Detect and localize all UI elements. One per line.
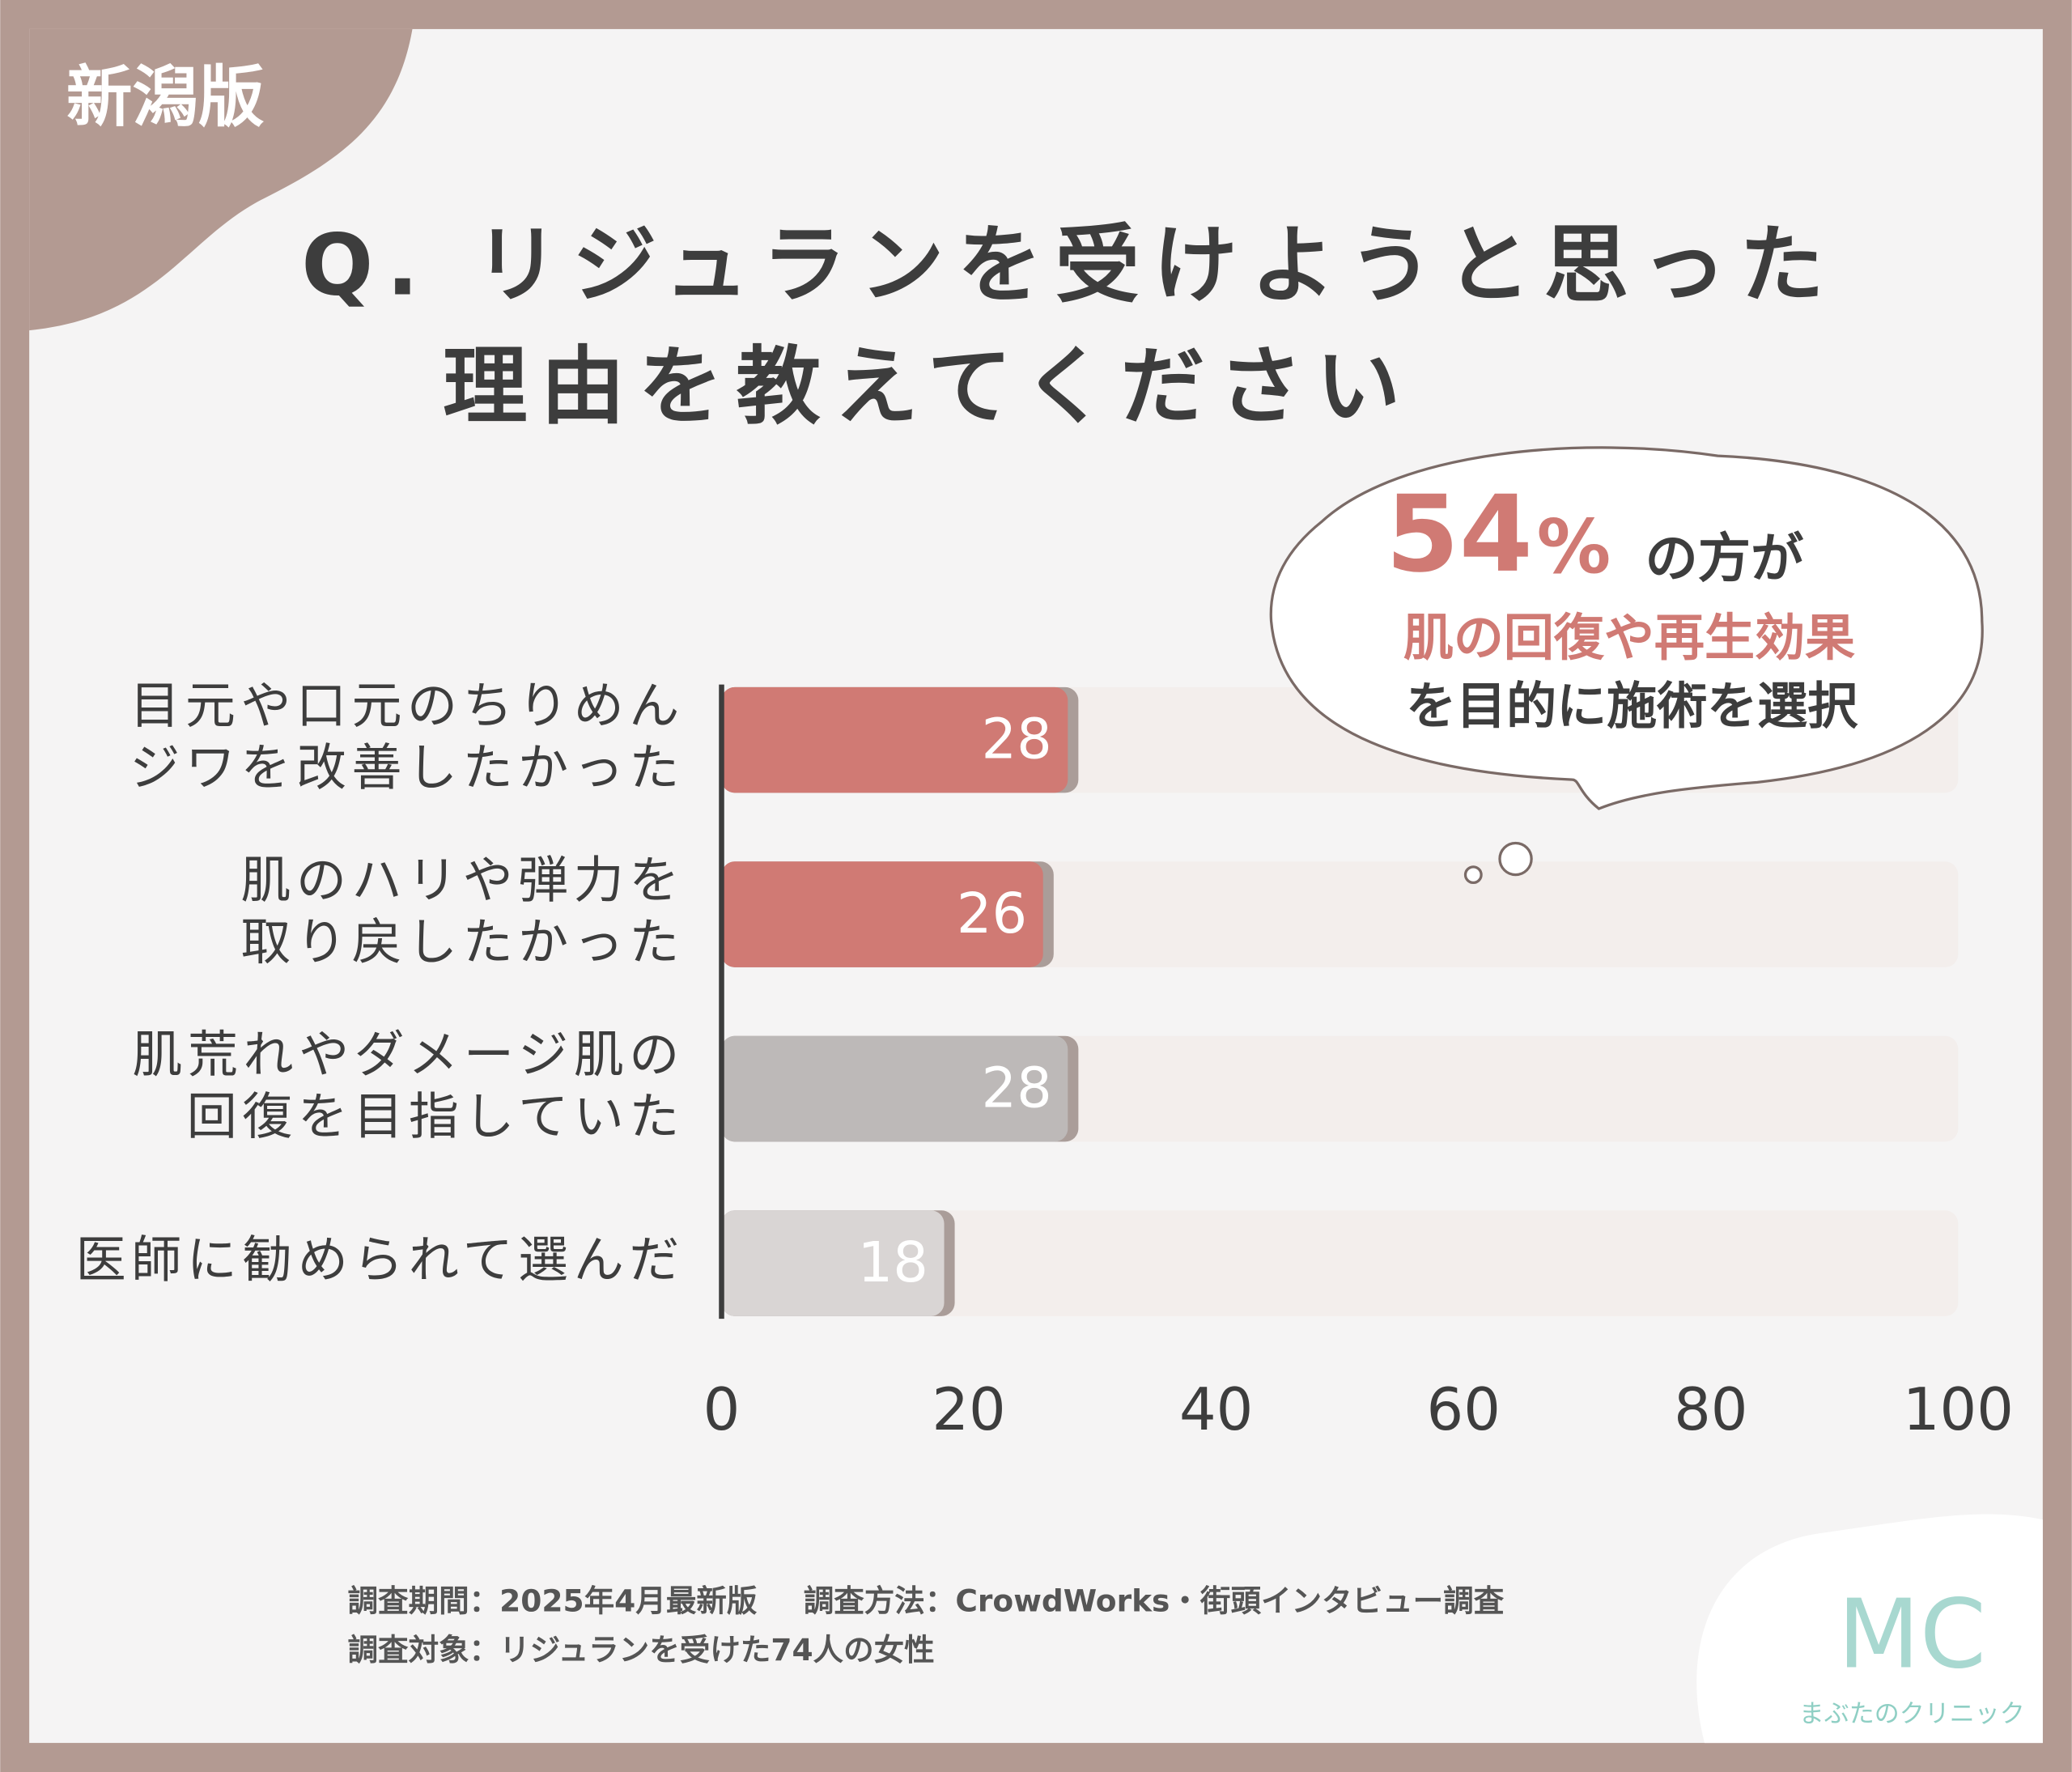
x-tick-label: 20 [932,1375,1005,1443]
x-tick-label: 60 [1427,1375,1501,1443]
y-tick-label: 目元や口元のちりめん [130,676,684,735]
callout-text: を目的に施術を選択 [1406,677,1858,736]
x-tick-label: 100 [1903,1375,2014,1443]
bar [721,861,1043,967]
callout-dot [1498,841,1533,877]
x-tick-label: 40 [1179,1375,1253,1443]
x-tick-label: 80 [1674,1375,1747,1443]
logo-mark: MC [1838,1579,1986,1690]
callout-value: 54 [1386,473,1533,596]
bar-value-label: 26 [957,882,1027,946]
bar [721,1035,1068,1142]
badge: 新潟版 [66,59,265,136]
corner-blob [29,28,413,331]
footer-note: 調査方法：CrowdWorks・街頭インタビュー調査 [804,1583,1505,1619]
y-tick-label: 医師に勧められて選んだ [76,1230,685,1290]
chart-title: Q. リジュランを受けようと思った [301,215,1837,314]
chart-title: 理由を教えてください [443,338,1414,436]
logo-name: まぶたのクリニック [1799,1699,2025,1728]
bar-value-label: 18 [858,1230,928,1295]
y-tick-label: 肌のハリや弾力を [240,850,684,909]
logo-blob [1696,1514,2043,1744]
bar [721,686,1068,793]
footer-note: 調査期間：2025年4月最新版 [348,1583,758,1619]
bar [721,1210,945,1316]
bar-track [721,1210,1959,1316]
y-tick-label: ジワを改善したかった [130,738,684,797]
callout-unit: % [1537,504,1611,590]
bar-value-label: 28 [981,1056,1051,1120]
bar-value-label: 28 [981,707,1051,771]
y-tick-label: 肌荒れやダメージ肌の [132,1025,684,1084]
callout-dot [1463,865,1483,885]
callout-text: の方が [1645,528,1804,589]
footer-note: 調査対象：リジュランを受けた74人の女性 [348,1632,935,1668]
y-tick-label: 取り戻したかった [240,912,684,971]
y-tick-label: 回復を目指していた [187,1087,685,1146]
x-tick-label: 0 [703,1375,741,1443]
callout-highlight: 肌の回復や再生効果 [1403,608,1855,667]
callout-bubble [1269,446,1984,810]
